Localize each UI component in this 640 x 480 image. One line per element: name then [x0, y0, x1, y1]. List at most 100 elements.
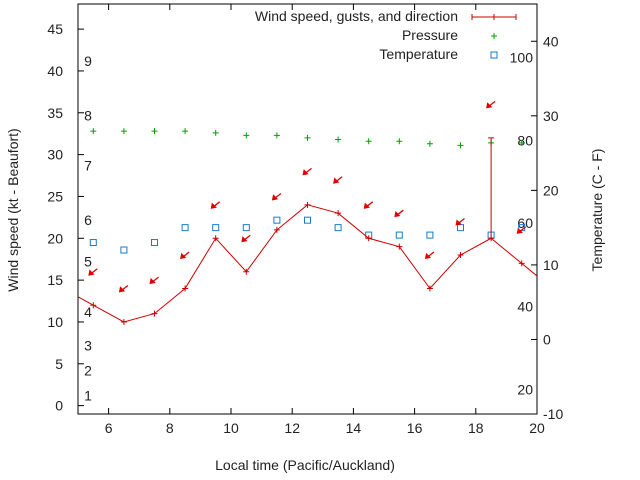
y-left-tick-label: 20: [47, 230, 63, 246]
pressure-point: [304, 134, 311, 141]
y-left-tick-label: 25: [47, 188, 63, 204]
x-tick-label: 18: [468, 420, 484, 436]
arrow-head: [149, 277, 156, 285]
direction-arrow: [118, 284, 129, 293]
pressure-point: [151, 128, 158, 135]
legend-swatch-temperature: [490, 51, 498, 59]
y-axis-left-title: Wind speed (kt - Beaufort): [5, 128, 21, 291]
beaufort-label: 6: [84, 212, 92, 228]
pressure-point: [212, 129, 219, 136]
fahrenheit-label: 20: [517, 381, 533, 397]
pressure-point: [182, 128, 189, 135]
beaufort-label: 5: [84, 254, 92, 270]
wind-point: [518, 260, 525, 267]
plot-area: [78, 100, 537, 325]
beaufort-label: 1: [84, 388, 92, 404]
direction-arrow: [149, 276, 159, 285]
arrow-head: [486, 102, 493, 109]
direction-arrow: [180, 251, 190, 260]
pressure-series: [90, 128, 525, 149]
direction-arrow: [271, 192, 282, 201]
wind-point: [335, 210, 342, 217]
wind-line: [78, 204, 537, 323]
beaufort-scale: 1 2 3 4 5 6 7 8 9: [84, 53, 92, 404]
x-tick-label: 8: [166, 420, 174, 436]
pressure-point: [365, 138, 372, 145]
temperature-point: [212, 224, 220, 232]
arrow-head: [424, 252, 432, 260]
direction-arrow: [424, 251, 435, 260]
wind-point: [273, 226, 280, 233]
plot-frame: [77, 3, 538, 415]
legend-label-pressure: Pressure: [402, 27, 458, 43]
y-right-tick-label: 0: [543, 331, 551, 347]
temperature-point: [304, 216, 311, 224]
y-axis-left: 0 5 10 15 20 25 30 35 40 45: [47, 21, 84, 414]
wind-point: [243, 268, 250, 275]
arrow-head: [363, 202, 370, 209]
arrow-head: [180, 252, 187, 260]
direction-arrow: [88, 268, 98, 276]
arrow-head: [118, 286, 126, 293]
wind-point: [457, 252, 464, 259]
temperature-point: [89, 239, 97, 247]
y-left-tick-label: 40: [47, 63, 63, 79]
legend: Wind speed, gusts, and direction Pressur…: [255, 8, 517, 62]
direction-arrow: [516, 226, 527, 234]
x-axis: 6 8 10 12 14 16 18 20: [105, 4, 545, 436]
temperature-series: [89, 216, 526, 254]
direction-arrow: [210, 201, 221, 209]
arrow-head: [88, 269, 95, 276]
y-axis-right: -10 0 10 20 30 40: [531, 33, 563, 422]
y-left-tick-label: 10: [47, 314, 63, 330]
pressure-point: [120, 128, 127, 135]
fahrenheit-label: 80: [517, 132, 533, 148]
legend-swatch-wind: [471, 14, 517, 20]
temperature-point: [457, 224, 464, 232]
beaufort-label: 8: [84, 107, 92, 123]
direction-arrow: [241, 234, 251, 243]
temperature-point: [151, 239, 158, 247]
temperature-point: [395, 231, 403, 239]
pressure-point: [396, 138, 403, 145]
temperature-point: [334, 224, 342, 232]
temperature-point: [120, 246, 128, 254]
beaufort-label: 2: [84, 362, 92, 378]
fahrenheit-scale: 20 40 60 80 100: [510, 50, 534, 398]
direction-arrow: [302, 167, 312, 176]
direction-arrow: [333, 176, 343, 184]
wind-point: [304, 201, 311, 208]
pressure-point: [335, 136, 342, 143]
y-left-tick-label: 45: [47, 21, 63, 37]
wind-series: [78, 137, 537, 325]
wind-point: [396, 243, 403, 250]
y-right-tick-label: 30: [543, 108, 559, 124]
x-tick-label: 14: [346, 420, 362, 436]
direction-arrow: [486, 100, 496, 109]
pressure-point: [457, 142, 464, 149]
x-tick-label: 6: [105, 420, 113, 436]
wind-point: [182, 285, 189, 292]
beaufort-label: 9: [84, 53, 92, 69]
temperature-point: [273, 216, 281, 224]
beaufort-label: 7: [84, 157, 92, 173]
direction-arrow: [394, 209, 404, 218]
wind-point: [90, 302, 97, 309]
temperature-point: [181, 224, 189, 232]
direction-arrow: [455, 218, 465, 226]
y-left-tick-label: 0: [55, 398, 63, 414]
pressure-point: [273, 132, 280, 139]
arrow-head: [516, 227, 523, 234]
arrow-head: [455, 219, 462, 226]
pressure-point: [243, 132, 250, 139]
pressure-point: [518, 139, 525, 146]
y-axis-right-title: Temperature (C - F): [589, 149, 605, 272]
legend-label-temperature: Temperature: [379, 46, 458, 62]
beaufort-label: 3: [84, 337, 92, 353]
temperature-point: [242, 224, 250, 232]
y-right-tick-label: 20: [543, 182, 559, 198]
wind-point: [426, 285, 433, 292]
wind-point: [212, 235, 219, 242]
x-tick-label: 16: [407, 420, 423, 436]
